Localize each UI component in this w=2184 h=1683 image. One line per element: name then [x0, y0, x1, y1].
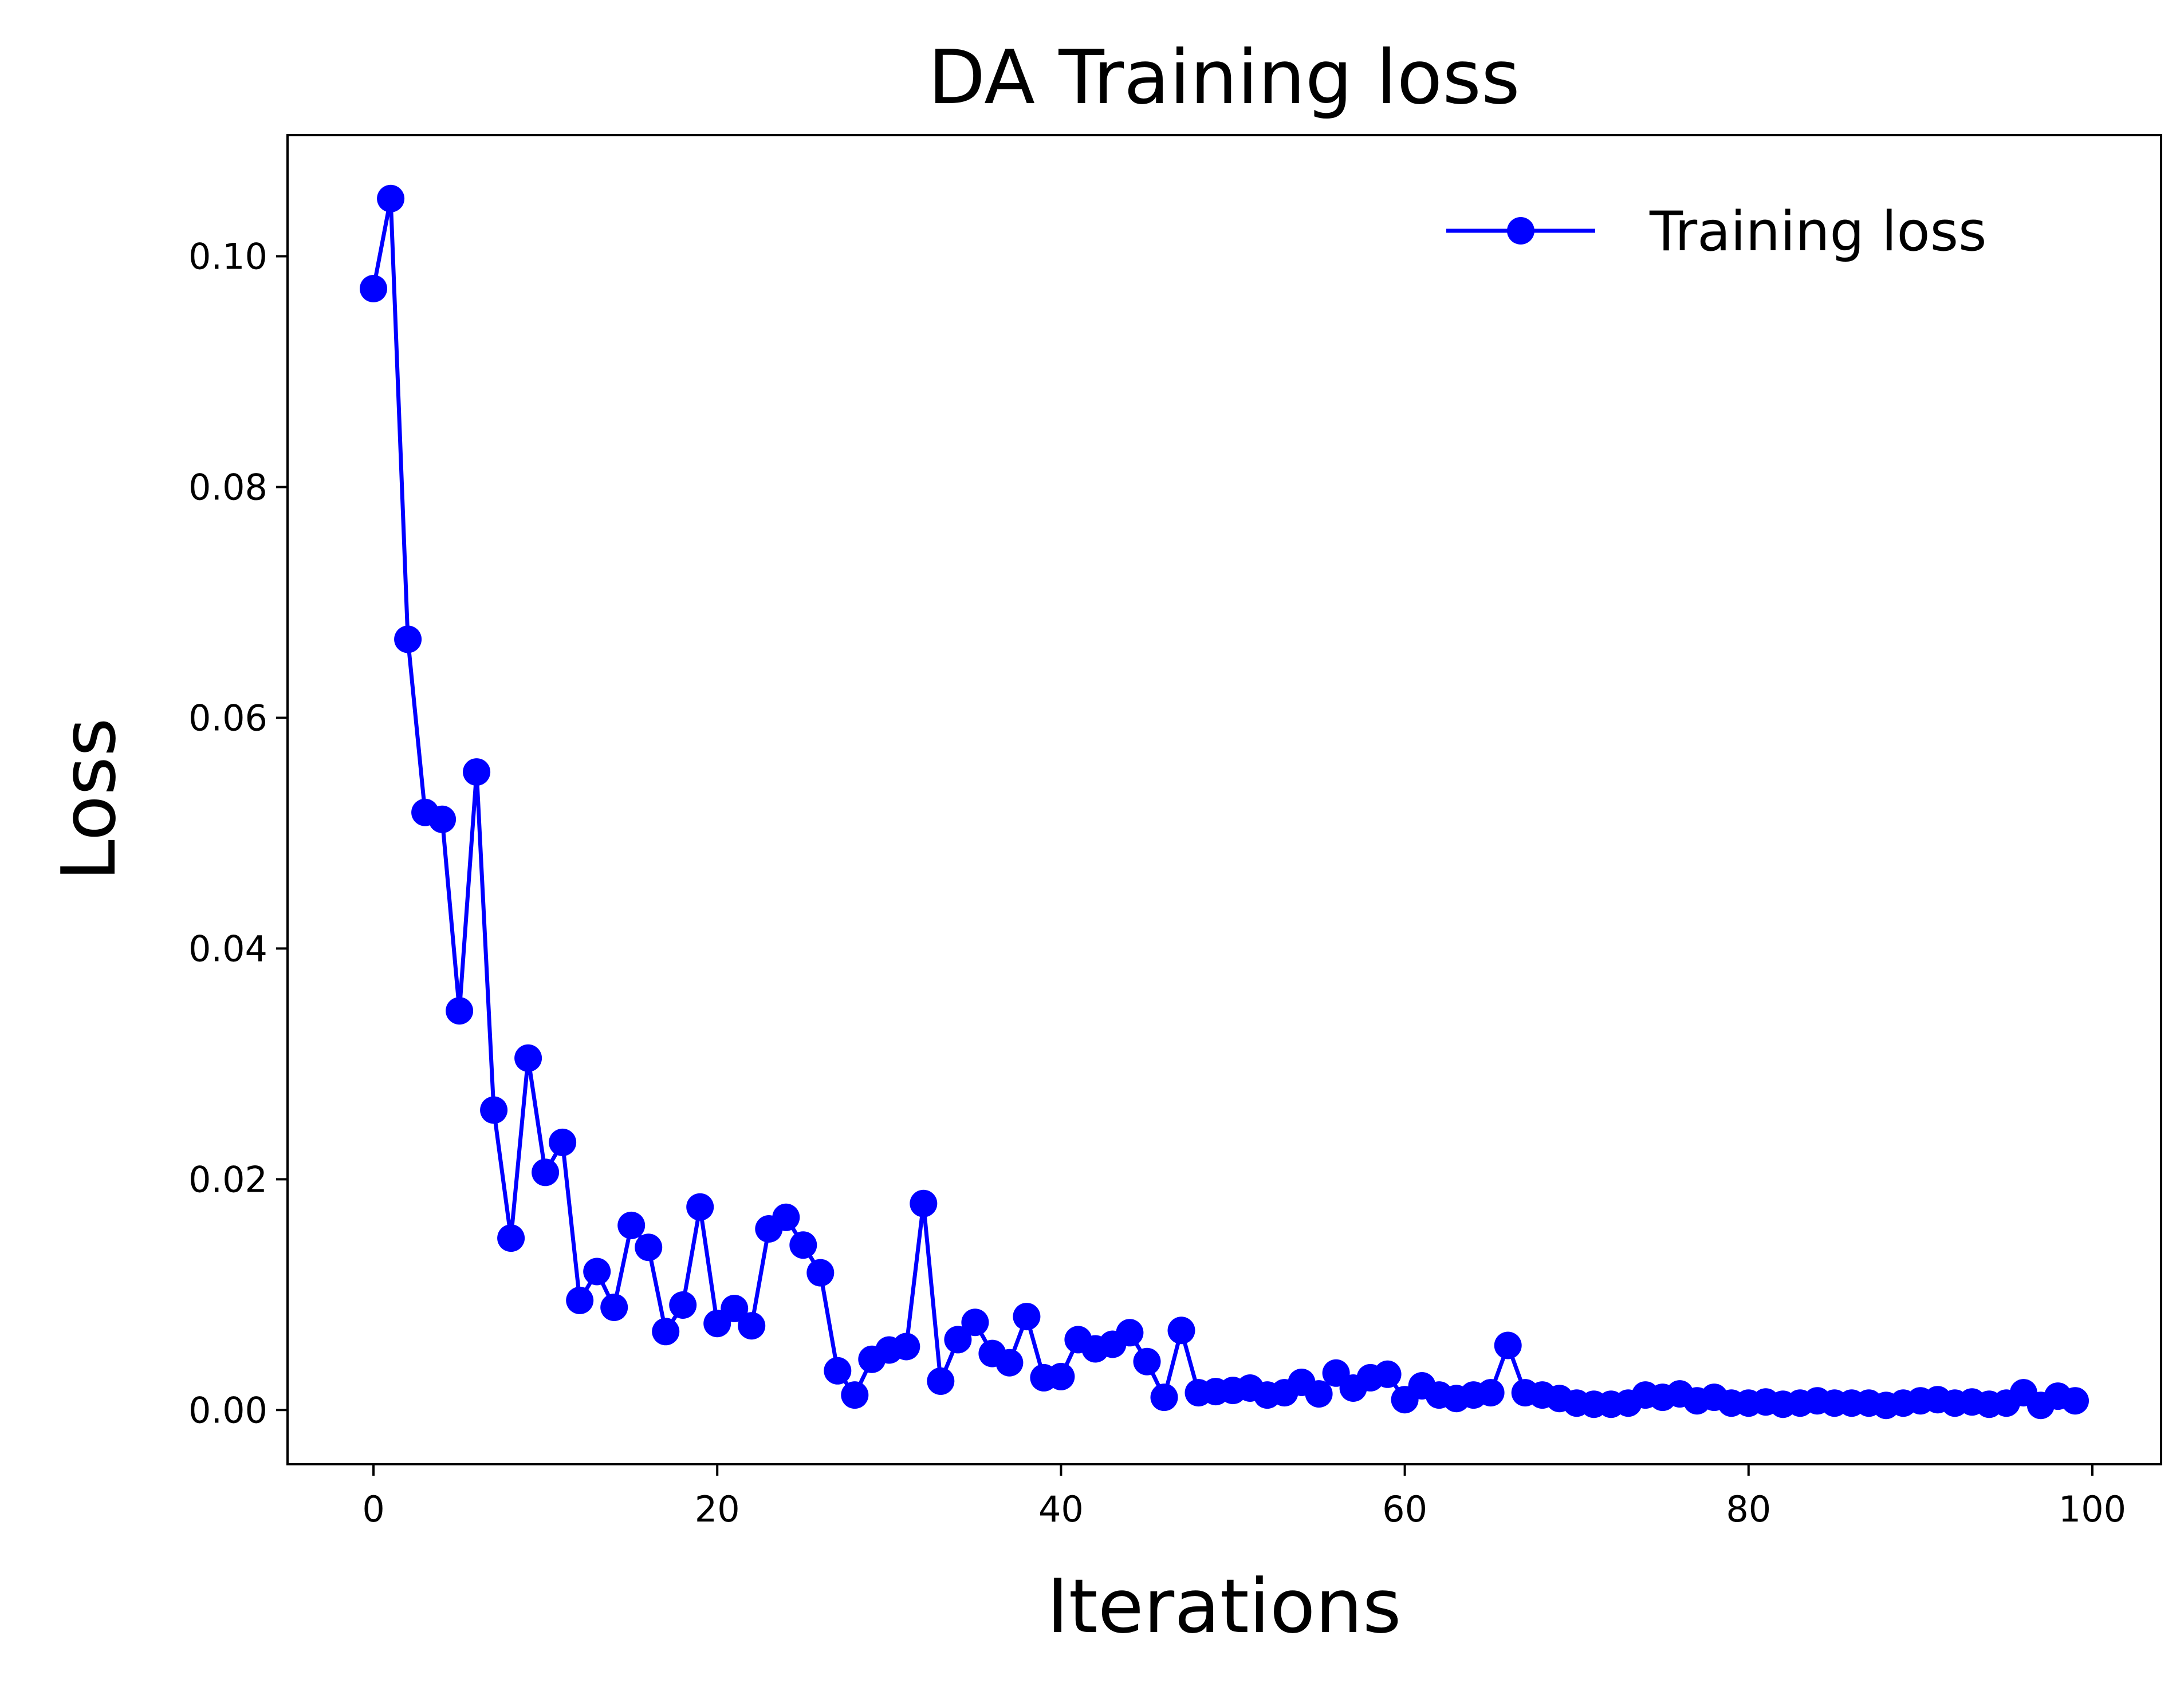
data-point: [824, 1357, 852, 1385]
x-axis-ticks: 0 20 40 60 80 100: [362, 1464, 2126, 1530]
data-point: [721, 1295, 749, 1322]
data-point: [1047, 1362, 1075, 1390]
data-point: [377, 184, 405, 212]
chart-title: DA Training loss: [928, 34, 1520, 121]
data-point: [583, 1258, 611, 1286]
data-point: [566, 1286, 594, 1314]
data-point: [532, 1158, 560, 1187]
plot-area-frame: [286, 134, 2162, 1465]
data-point: [1494, 1331, 1522, 1359]
y-tick-label: 0.04: [188, 928, 267, 969]
x-tick-label: 40: [1038, 1488, 1084, 1530]
series-layer: [360, 184, 2089, 1420]
data-point: [772, 1203, 800, 1231]
y-tick-label: 0.08: [188, 467, 267, 509]
data-point: [514, 1044, 542, 1072]
data-point: [669, 1291, 697, 1319]
y-axis-ticks: 0.00 0.02 0.04 0.06 0.08 0.10: [188, 236, 288, 1431]
x-tick-label: 20: [695, 1488, 740, 1530]
y-axis-label: Loss: [45, 718, 132, 881]
data-point: [463, 758, 491, 786]
y-tick-label: 0.02: [188, 1158, 267, 1200]
data-point: [1133, 1347, 1161, 1375]
data-point: [789, 1231, 817, 1259]
data-point: [961, 1308, 989, 1337]
legend-marker: [1507, 217, 1534, 245]
data-point: [394, 625, 422, 653]
data-point: [446, 997, 474, 1025]
y-tick-label: 0.06: [188, 697, 267, 739]
data-point: [1150, 1384, 1178, 1412]
data-point: [617, 1211, 646, 1239]
y-tick-label: 0.10: [188, 236, 267, 278]
data-point: [910, 1189, 938, 1217]
data-point: [738, 1312, 766, 1340]
x-tick-label: 60: [1382, 1488, 1427, 1530]
data-point: [497, 1224, 525, 1252]
data-point: [1013, 1303, 1041, 1331]
data-point: [600, 1294, 628, 1321]
data-point: [686, 1193, 714, 1221]
x-tick-label: 80: [1726, 1488, 1771, 1530]
data-point: [480, 1096, 508, 1124]
y-tick-label: 0.00: [188, 1389, 267, 1431]
data-point: [1305, 1380, 1333, 1408]
data-point: [1167, 1317, 1195, 1345]
data-point: [428, 805, 457, 833]
data-point: [549, 1128, 577, 1156]
data-point: [995, 1349, 1024, 1377]
data-point: [944, 1326, 972, 1354]
data-point: [360, 275, 387, 302]
x-axis-label: Iterations: [1046, 1563, 1401, 1650]
legend-label: Training loss: [1649, 200, 1987, 263]
data-point: [1374, 1360, 1402, 1388]
data-point: [1116, 1319, 1144, 1347]
data-point: [652, 1318, 680, 1346]
data-point: [635, 1233, 663, 1262]
data-point: [841, 1381, 869, 1409]
data-point: [927, 1367, 955, 1395]
data-point: [806, 1259, 835, 1287]
data-point: [892, 1333, 920, 1361]
data-point: [2061, 1387, 2089, 1415]
x-tick-label: 100: [2059, 1488, 2126, 1530]
data-point: [1477, 1379, 1505, 1407]
legend: Training loss: [1446, 200, 1987, 263]
x-tick-label: 0: [362, 1488, 384, 1530]
